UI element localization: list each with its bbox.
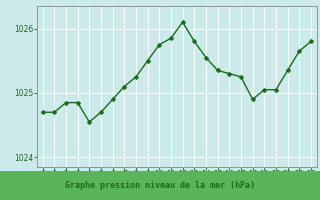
Text: Graphe pression niveau de la mer (hPa): Graphe pression niveau de la mer (hPa) (65, 181, 255, 190)
